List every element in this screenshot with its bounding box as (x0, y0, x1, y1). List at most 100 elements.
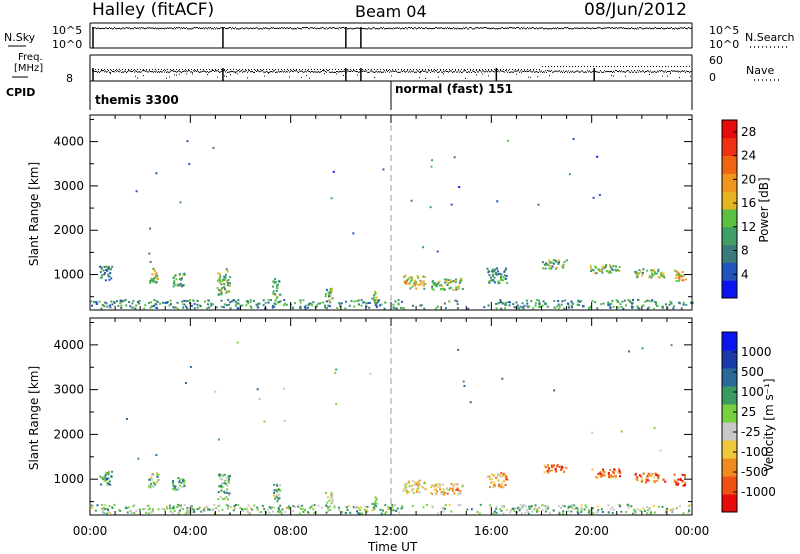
freq-value: 8 (66, 72, 73, 85)
nsky-label: N.Sky (4, 31, 36, 44)
nsearch-label: N.Search (745, 31, 795, 44)
power-colorbar-seg-7 (722, 155, 737, 174)
power-ytick-label-0: 1000 (53, 268, 84, 282)
freq-label: Freq. (18, 52, 43, 63)
freq-unit: [MHz] (14, 63, 44, 74)
x-tick-label-5: 20:00 (574, 524, 609, 538)
power-echo-region-8 (431, 277, 464, 291)
velocity-colorbar-tick-3: 25 (741, 405, 756, 419)
x-tick-label-6: 00:00 (675, 524, 710, 538)
power-colorbar-seg-9 (722, 120, 737, 139)
power-colorbar-seg-8 (722, 137, 737, 157)
power-ytick-label-1: 2000 (53, 223, 84, 237)
power-echo-region-9 (486, 267, 509, 285)
power-echo-region-12 (634, 268, 666, 279)
date-title: 08/Jun/2012 (584, 0, 687, 20)
velocity-echo-region-5 (324, 491, 334, 508)
velocity-colorbar-seg-9 (722, 332, 737, 351)
power-panel (89, 114, 738, 311)
velocity-colorbar-seg-3 (722, 440, 737, 459)
power-echo-region-7 (403, 274, 427, 290)
power-colorbar-seg-5 (722, 191, 737, 210)
velocity-panel (89, 317, 738, 516)
power-colorbar (721, 119, 738, 299)
nsky-trace (92, 27, 692, 30)
power-echo-region-13 (674, 269, 687, 282)
power-colorbar-seg-1 (722, 262, 737, 281)
beam-title: Beam 04 (355, 2, 427, 21)
velocity-colorbar-tick-7: -1000 (741, 485, 776, 499)
nsky-top-tick: 10^5 (52, 24, 83, 37)
power-echo-region-0 (99, 265, 114, 282)
velocity-colorbar-seg-8 (722, 350, 737, 369)
nave-top-tick: 60 (709, 54, 723, 67)
velocity-colorbar-seg-2 (722, 458, 737, 477)
velocity-colorbar-tick-1: 500 (741, 365, 764, 379)
velocity-echo-region-10 (543, 464, 568, 474)
power-colorbar-tick-6: 28 (741, 125, 756, 139)
nave-label: Nave (746, 64, 775, 77)
velocity-echo-region-13 (673, 473, 687, 487)
power-colorbar-tick-2: 12 (741, 220, 756, 234)
power-colorbar-tick-3: 16 (741, 196, 756, 210)
power-echo-region-4 (272, 277, 282, 300)
velocity-colorbar (721, 331, 738, 513)
velocity-ytick-label-1: 2000 (53, 427, 84, 441)
velocity-echo-region-9 (486, 471, 509, 489)
cpid-mode-2: normal (fast) 151 (395, 82, 513, 96)
nsearch-bottom-tick: 10^0 (709, 38, 740, 51)
x-tick-label-1: 04:00 (173, 524, 208, 538)
velocity-echo-region-0 (99, 470, 114, 486)
x-tick-label-3: 12:00 (374, 524, 409, 538)
power-data-cells (90, 137, 694, 310)
velocity-ytick-label-3: 4000 (53, 338, 84, 352)
velocity-speckle (90, 341, 691, 515)
power-echo-region-5 (324, 287, 334, 304)
power-echo-region-6 (371, 290, 378, 304)
velocity-colorbar-seg-4 (722, 422, 737, 441)
power-echo-region-1 (149, 267, 159, 284)
velocity-echo-region-8 (430, 482, 464, 496)
velocity-colorbar-tick-4: -25 (741, 425, 761, 439)
velocity-colorbar-tick-0: 1000 (741, 345, 772, 359)
power-echo-region-11 (589, 264, 621, 275)
power-colorbar-seg-3 (722, 226, 737, 246)
power-colorbar-tick-4: 20 (741, 172, 756, 186)
power-echo-region-10 (541, 259, 568, 270)
power-ytick-label-2: 3000 (53, 179, 84, 193)
velocity-echo-region-3 (217, 473, 231, 501)
cpid-label: CPID (6, 86, 36, 99)
power-echo-region-3 (216, 268, 232, 296)
x-tick-label-2: 08:00 (273, 524, 308, 538)
power-colorbar-seg-4 (722, 209, 737, 228)
nsearch-top-tick: 10^5 (709, 24, 740, 37)
velocity-ytick-label-2: 3000 (53, 383, 84, 397)
velocity-colorbar-seg-6 (722, 386, 737, 405)
velocity-colorbar-tick-2: 100 (741, 385, 764, 399)
power-colorbar-tick-0: 4 (741, 267, 749, 281)
nave-bottom-tick: 0 (709, 71, 716, 84)
velocity-data-cells (90, 341, 691, 515)
power-speckle (90, 137, 694, 310)
power-echo-region-2 (172, 272, 186, 288)
velocity-echo-region-12 (634, 472, 667, 484)
power-colorbar-seg-0 (722, 280, 737, 299)
velocity-echo-region-7 (402, 479, 427, 495)
x-axis-title: Time UT (368, 540, 418, 554)
x-tick-label-4: 16:00 (474, 524, 509, 538)
nsky-bottom-tick: 10^0 (52, 38, 83, 51)
station-title: Halley (fitACF) (92, 0, 215, 20)
velocity-colorbar-tick-6: -500 (741, 465, 768, 479)
power-colorbar-seg-6 (722, 173, 737, 192)
velocity-colorbar-seg-0 (722, 494, 737, 513)
velocity-echo-region-4 (272, 483, 282, 503)
freq-trace (92, 66, 692, 79)
velocity-colorbar-tick-5: -100 (741, 445, 768, 459)
x-tick-label-0: 00:00 (73, 524, 108, 538)
power-colorbar-tick-5: 24 (741, 149, 756, 163)
power-colorbar-tick-1: 8 (741, 244, 749, 258)
power-ytick-label-3: 4000 (53, 135, 84, 149)
velocity-echo-region-11 (591, 468, 622, 479)
power-colorbar-seg-2 (722, 244, 737, 263)
